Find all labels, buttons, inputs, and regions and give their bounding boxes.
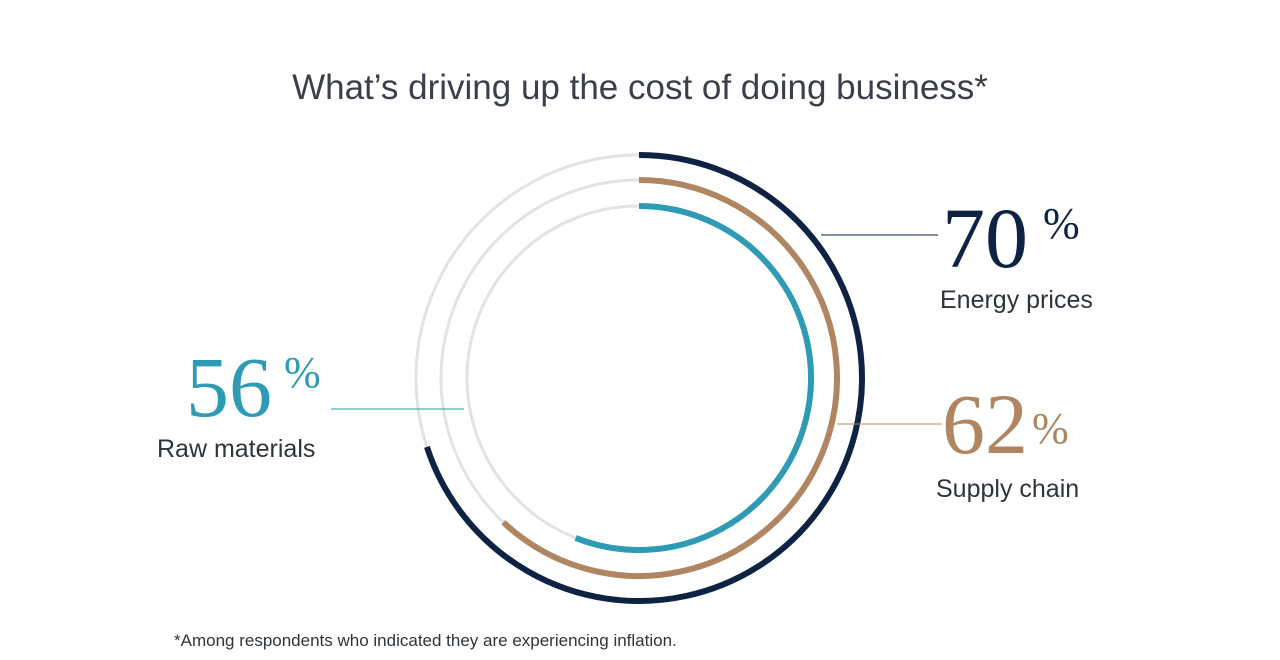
category-raw-materials: Raw materials — [157, 435, 315, 463]
value-supply-chain: 62 — [942, 376, 1028, 472]
pct-sign-raw-materials: % — [284, 348, 321, 397]
ring-arc-energy-prices — [424, 152, 865, 604]
footnote: *Among respondents who indicated they ar… — [174, 631, 677, 650]
ring-arc-raw-materials — [574, 203, 814, 553]
pct-sign-energy-prices: % — [1043, 199, 1080, 248]
value-energy-prices: 70 — [942, 190, 1028, 286]
rings — [414, 152, 865, 604]
ring-arc-supply-chain — [501, 177, 840, 579]
chart-title: What’s driving up the cost of doing busi… — [292, 68, 988, 107]
category-supply-chain: Supply chain — [936, 475, 1079, 503]
category-energy-prices: Energy prices — [940, 286, 1093, 314]
value-raw-materials: 56 — [186, 339, 272, 435]
pct-sign-supply-chain: % — [1032, 404, 1069, 453]
